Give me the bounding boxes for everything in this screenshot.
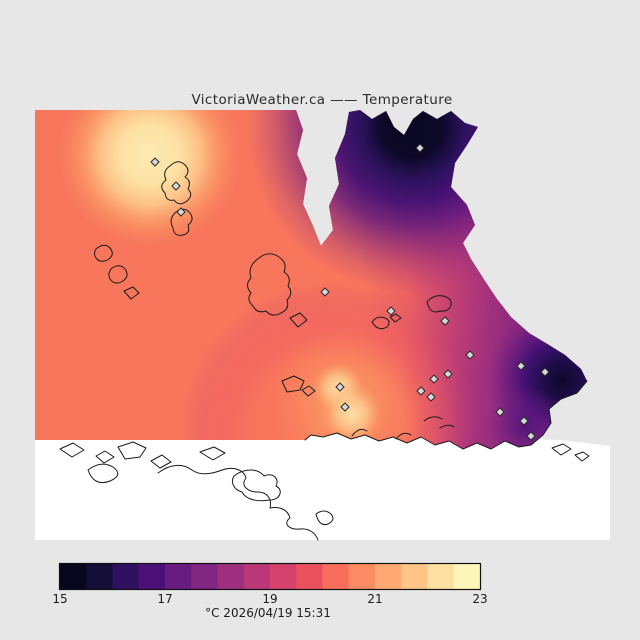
colorbar-segments	[60, 564, 481, 589]
station-marker[interactable]	[519, 416, 529, 426]
coastline-path	[94, 244, 113, 262]
coastline-path	[87, 463, 119, 484]
coastline-path	[247, 253, 292, 316]
temperature-field	[35, 110, 587, 449]
coastline-path	[315, 510, 334, 525]
station-marker[interactable]	[415, 143, 425, 153]
coastline-path	[59, 442, 85, 458]
colorbar-segment	[322, 564, 350, 589]
coastline-path	[371, 316, 390, 330]
station-marker[interactable]	[429, 374, 439, 384]
station-marker[interactable]	[426, 392, 436, 402]
colorbar-tick-label: 15	[52, 592, 67, 606]
colorbar-segment	[86, 564, 113, 589]
station-marker[interactable]	[320, 287, 330, 297]
colorbar-segment	[375, 564, 402, 589]
colorbar-segment	[401, 564, 428, 589]
coastline-path	[95, 450, 115, 464]
colorbar: 15 17 19 21 23 °C 2026/04/19 15:31	[52, 562, 488, 620]
colorbar-tick-label: 23	[472, 592, 487, 606]
station-marker[interactable]	[465, 350, 475, 360]
coastline-path	[150, 454, 172, 469]
coastline-path	[170, 208, 193, 236]
station-marker[interactable]	[176, 207, 186, 217]
colorbar-segment	[427, 564, 455, 589]
colorbar-segment	[60, 564, 87, 589]
coastline-path	[304, 380, 588, 450]
coastline-path	[117, 441, 147, 460]
coastline-path	[123, 286, 140, 300]
coastline-path	[389, 313, 402, 323]
station-marker[interactable]	[340, 402, 350, 412]
coastline-path	[551, 443, 572, 456]
station-marker[interactable]	[335, 382, 345, 392]
station-marker[interactable]	[386, 306, 396, 316]
colorbar-tick-label: 19	[262, 592, 277, 606]
station-markers	[150, 143, 550, 441]
coastline-path	[281, 375, 305, 393]
colorbar-segment	[191, 564, 218, 589]
station-marker[interactable]	[416, 386, 426, 396]
colorbar-segment	[348, 564, 376, 589]
colorbar-tick-label: 21	[367, 592, 382, 606]
no-data-land-area	[35, 434, 610, 540]
coastline-path	[351, 428, 368, 437]
station-marker[interactable]	[526, 431, 536, 441]
coastline-path	[395, 432, 412, 440]
station-marker[interactable]	[150, 157, 160, 167]
colorbar-border	[58, 562, 482, 591]
station-marker[interactable]	[171, 181, 181, 191]
colorbar-caption: °C 2026/04/19 15:31	[205, 606, 331, 620]
coastline-path	[439, 424, 455, 429]
station-marker[interactable]	[443, 369, 453, 379]
coastline-path	[161, 161, 192, 205]
coastline-path	[289, 312, 308, 328]
coastline-path	[426, 295, 452, 313]
coastline-path	[301, 385, 316, 397]
coastline-path	[423, 416, 443, 422]
coastline-path	[157, 465, 319, 541]
colorbar-tick-label: 17	[157, 592, 172, 606]
colorbar-segment	[112, 564, 140, 589]
map-plot	[35, 110, 610, 541]
coastline-path	[108, 265, 128, 284]
colorbar-segment	[243, 564, 271, 589]
colorbar-segment	[453, 564, 481, 589]
coastline-path	[231, 469, 281, 502]
colorbar-segment	[296, 564, 323, 589]
colorbar-segment	[138, 564, 166, 589]
coastline-path	[199, 446, 226, 461]
colorbar-segment	[217, 564, 245, 589]
station-marker[interactable]	[440, 316, 450, 326]
coastline-path	[574, 451, 590, 462]
station-marker[interactable]	[540, 367, 550, 377]
coastlines	[59, 161, 590, 541]
station-marker[interactable]	[516, 361, 526, 371]
colorbar-segment	[270, 564, 297, 589]
colorbar-tick-labels: 15 17 19 21 23	[52, 592, 487, 606]
station-marker[interactable]	[495, 407, 505, 417]
figure-title: VictoriaWeather.ca —— Temperature	[191, 92, 452, 108]
colorbar-segment	[165, 564, 192, 589]
